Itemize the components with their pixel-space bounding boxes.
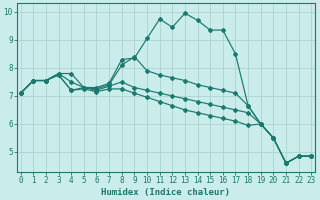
X-axis label: Humidex (Indice chaleur): Humidex (Indice chaleur) — [101, 188, 230, 197]
